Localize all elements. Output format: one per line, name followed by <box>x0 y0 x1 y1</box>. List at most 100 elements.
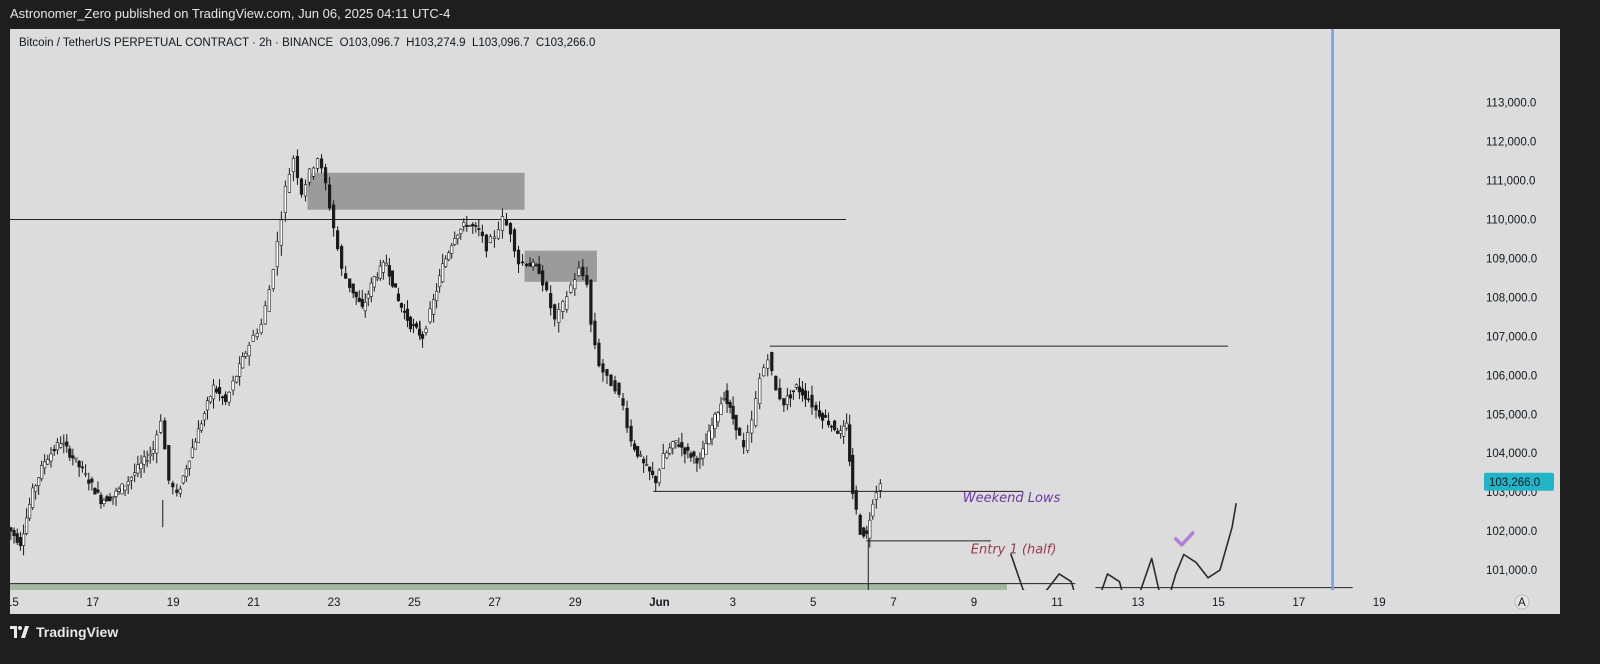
x-tick-label-4: 23 <box>328 597 341 609</box>
candle-body-55 <box>181 475 185 484</box>
candle-body-158 <box>534 264 538 267</box>
tradingview-logo[interactable]: TradingView <box>10 624 118 640</box>
candle-body-130 <box>438 275 442 288</box>
candle-body-172 <box>589 279 593 325</box>
candle-body-138 <box>462 222 466 227</box>
y-tick-label-9: 109,000.0 <box>1486 253 1537 265</box>
candle-body-124 <box>417 328 422 336</box>
x-tick-label-3: 21 <box>247 597 260 609</box>
candle-body-178 <box>613 380 617 392</box>
candle-body-212 <box>722 398 726 400</box>
candle-body-91 <box>307 168 312 183</box>
candle-body-46 <box>148 453 152 457</box>
candle-body-208 <box>710 424 714 440</box>
candle-body-169 <box>577 267 581 276</box>
candle-body-67 <box>217 386 222 395</box>
candle-body-180 <box>621 398 625 406</box>
candle-body-232 <box>794 384 799 388</box>
candle-body-48 <box>155 434 159 454</box>
candle-body-127 <box>428 308 432 323</box>
candle-body-76 <box>247 345 251 357</box>
candle-body-63 <box>205 400 210 411</box>
candle-body-194 <box>668 447 672 454</box>
candle-body-196 <box>674 440 678 443</box>
candle-body-94 <box>319 158 324 169</box>
candle-body-113 <box>384 262 388 266</box>
candle-body-128 <box>432 299 436 315</box>
candle-body-35 <box>114 490 118 497</box>
candle-body-116 <box>393 283 398 288</box>
candle-body-10 <box>37 477 41 486</box>
candle-body-64 <box>208 396 213 403</box>
y-tick-label-1: 101,000.0 <box>1486 565 1537 577</box>
candle-body-85 <box>283 185 287 213</box>
candle-body-154 <box>520 261 525 264</box>
candle-body-107 <box>366 293 370 299</box>
candle-body-5 <box>21 533 26 546</box>
auto-scale-button[interactable] <box>1514 594 1530 610</box>
candle-body-31 <box>102 499 106 504</box>
candle-body-159 <box>537 263 541 275</box>
candle-body-254 <box>865 530 869 534</box>
candle-body-20 <box>68 448 72 458</box>
candle-body-249 <box>848 424 852 462</box>
zone-box-1 <box>524 250 597 282</box>
candle-body-152 <box>512 229 517 252</box>
candle-body-250 <box>851 454 855 494</box>
candle-body-56 <box>184 468 188 478</box>
candle-body-171 <box>585 275 589 285</box>
candle-body-37 <box>120 483 124 495</box>
candle-body-58 <box>190 447 195 458</box>
candle-body-51 <box>167 445 171 481</box>
candle-body-118 <box>399 303 404 308</box>
candle-body-110 <box>375 277 379 280</box>
candle-body-16 <box>55 442 60 451</box>
candle-body-19 <box>65 441 69 447</box>
candle-body-36 <box>117 488 121 492</box>
y-tick-label-6: 106,000.0 <box>1486 370 1537 382</box>
candle-body-243 <box>829 425 834 428</box>
candle-body-193 <box>665 452 669 459</box>
candle-body-80 <box>263 305 267 325</box>
candle-body-97 <box>332 204 336 229</box>
candle-body-102 <box>351 283 355 294</box>
candle-body-201 <box>689 453 693 458</box>
candle-body-207 <box>707 430 711 445</box>
candle-body-150 <box>504 219 509 226</box>
candle-body-161 <box>545 282 549 291</box>
candle-body-242 <box>826 420 831 426</box>
candle-body-189 <box>651 470 655 475</box>
y-tick-label-8: 108,000.0 <box>1486 292 1537 304</box>
candle-body-214 <box>728 401 732 408</box>
candle-body-57 <box>187 460 191 469</box>
candle-body-103 <box>354 291 358 298</box>
candle-body-234 <box>800 388 805 396</box>
x-tick-label-5: 25 <box>408 597 421 609</box>
candle-body-9 <box>34 485 38 493</box>
candle-body-153 <box>516 249 521 265</box>
candle-body-65 <box>211 384 216 400</box>
candle-body-184 <box>636 446 640 457</box>
candle-body-69 <box>223 394 228 402</box>
auto-scale-icon: A <box>1518 597 1526 609</box>
candle-body-255 <box>868 519 872 539</box>
candle-body-137 <box>459 228 463 234</box>
candle-body-237 <box>810 394 814 408</box>
candle-body-59 <box>193 441 198 450</box>
time-axis-bg <box>10 590 1560 614</box>
x-tick-label-10: 5 <box>810 597 816 609</box>
candle-body-131 <box>441 263 445 283</box>
candle-body-197 <box>677 444 681 447</box>
candle-body-170 <box>581 266 585 277</box>
candle-body-185 <box>639 454 643 457</box>
candle-body-144 <box>480 231 484 237</box>
candle-body-228 <box>782 398 786 406</box>
candle-body-79 <box>259 324 263 334</box>
candle-body-15 <box>52 448 56 452</box>
candle-body-233 <box>797 386 802 393</box>
candle-body-239 <box>817 410 822 417</box>
candle-body-206 <box>704 443 708 455</box>
candle-body-204 <box>698 457 702 460</box>
